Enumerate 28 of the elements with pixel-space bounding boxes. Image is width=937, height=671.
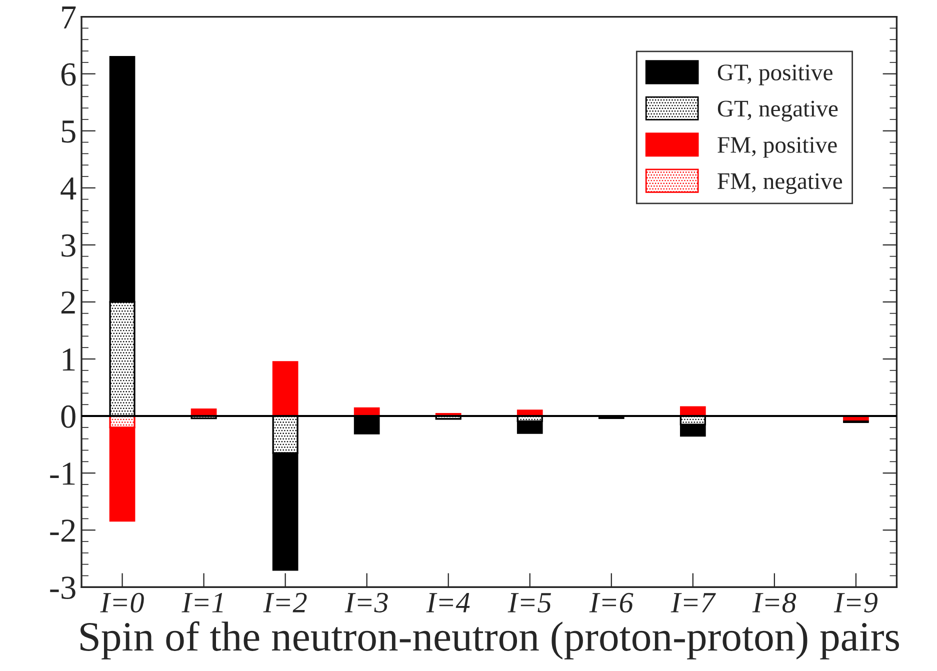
x-tick-label: I=3	[344, 592, 388, 613]
x-tick-label: I=7	[670, 593, 716, 612]
legend-label: FM, positive	[718, 137, 837, 158]
bar	[516, 420, 543, 434]
y-tick-label: 2	[61, 291, 75, 314]
x-tick-label: I=8	[752, 592, 796, 613]
bar	[272, 361, 298, 417]
y-tick-label: -2	[50, 520, 75, 542]
y-tick-label: 0	[61, 405, 76, 428]
y-tick-label: 5	[62, 120, 76, 143]
y-tick-label: 7	[62, 6, 76, 28]
x-axis-title: Spin of the neutron-neutron (proton-proton) pairs	[80, 621, 899, 660]
x-tick-label: I=0	[100, 592, 144, 613]
y-tick-label: -3	[50, 576, 76, 600]
x-tick-label: I=6	[589, 592, 634, 613]
y-tick-label: 3	[62, 234, 76, 257]
y-tick-label: 1	[62, 348, 75, 371]
x-tick-label: I=4	[426, 593, 470, 612]
x-tick-label: I=9	[834, 592, 878, 613]
x-tick-label: I=2	[263, 592, 307, 612]
x-tick-label: I=5	[508, 593, 551, 613]
y-tick-label: 6	[61, 63, 76, 86]
legend-label: GT, positive	[718, 64, 832, 86]
x-tick-label: I=1	[182, 592, 223, 612]
legend-label: FM, negative	[718, 173, 842, 194]
y-tick-label: -1	[50, 462, 75, 485]
y-tick-label: 4	[60, 178, 76, 200]
legend-label: GT, negative	[718, 100, 838, 122]
